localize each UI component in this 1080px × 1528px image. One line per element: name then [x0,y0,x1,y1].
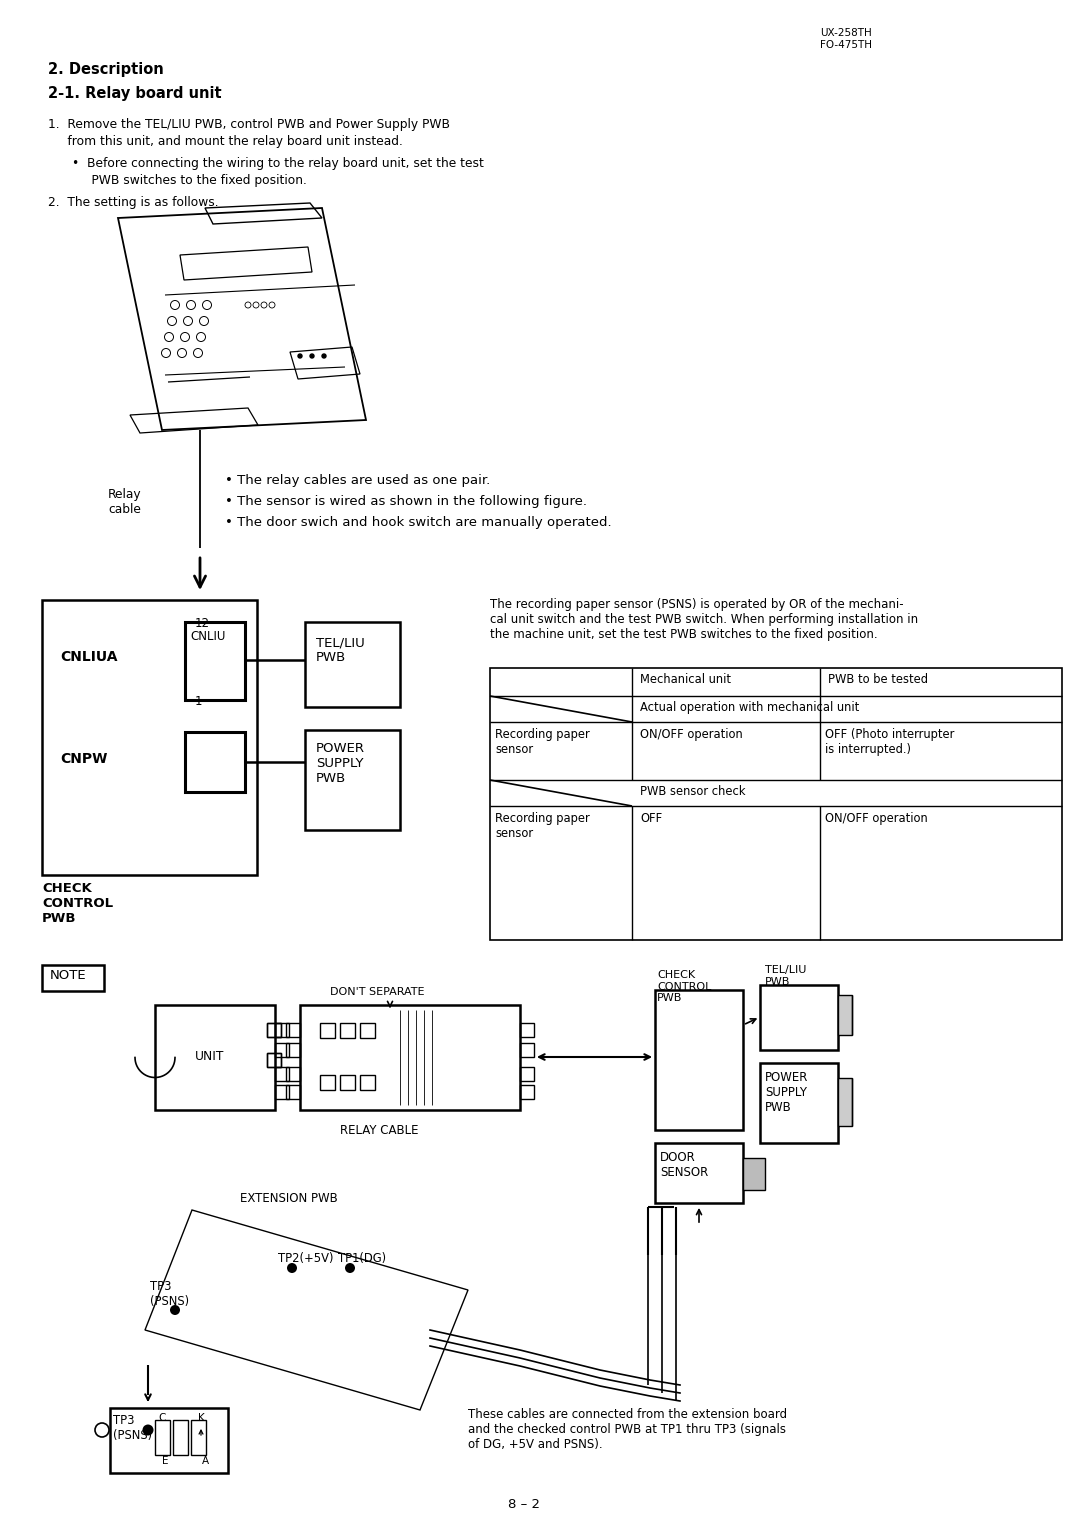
Text: 2.  The setting is as follows.: 2. The setting is as follows. [48,196,218,209]
Text: TEL/LIU
PWB: TEL/LIU PWB [316,636,365,665]
Bar [300,1005,519,1109]
Text: POWER
SUPPLY
PWB: POWER SUPPLY PWB [316,743,365,785]
Text: DON'T SEPARATE: DON'T SEPARATE [330,987,424,996]
Text: K: K [198,1413,205,1423]
Bar [320,1076,335,1089]
Text: EXTENSION PWB: EXTENSION PWB [240,1192,338,1206]
Bar [305,622,400,707]
Bar [173,1420,188,1455]
Bar [267,1053,281,1067]
Text: •  Before connecting the wiring to the relay board unit, set the test: • Before connecting the wiring to the re… [72,157,484,170]
Text: Relay
cable: Relay cable [108,487,141,516]
Bar [275,1044,289,1057]
Bar [191,1420,206,1455]
Bar [760,1063,838,1143]
Text: Mechanical unit: Mechanical unit [640,672,731,686]
Text: OFF (Photo interrupter
is interrupted.): OFF (Photo interrupter is interrupted.) [825,727,955,756]
Text: 2. Description: 2. Description [48,63,164,76]
Text: TP3
(PSNS): TP3 (PSNS) [150,1280,189,1308]
Text: 1.  Remove the TEL/LIU PWB, control PWB and Power Supply PWB: 1. Remove the TEL/LIU PWB, control PWB a… [48,118,450,131]
Text: PWB to be tested: PWB to be tested [828,672,928,686]
Text: Recording paper
sensor: Recording paper sensor [495,811,590,840]
Text: CHECK
CONTROL
PWB: CHECK CONTROL PWB [42,882,113,924]
Text: CNPW: CNPW [60,752,107,766]
Text: TP2(+5V): TP2(+5V) [278,1251,334,1265]
Bar [275,1024,289,1038]
Bar [185,622,245,700]
Bar [360,1076,375,1089]
Text: 2-1. Relay board unit: 2-1. Relay board unit [48,86,221,101]
Bar [267,1024,281,1038]
Bar [156,1420,170,1455]
Bar [286,1024,300,1038]
Text: TEL/LIU
PWB: TEL/LIU PWB [765,966,807,987]
Text: 12: 12 [195,617,210,630]
Bar [838,995,852,1034]
Text: A: A [202,1456,210,1465]
Text: C: C [158,1413,165,1423]
Bar [185,732,245,792]
Text: These cables are connected from the extension board
and the checked control PWB : These cables are connected from the exte… [468,1407,787,1452]
Bar [490,668,1062,940]
Circle shape [298,354,302,358]
Bar [760,986,838,1050]
Text: NOTE: NOTE [50,969,86,983]
Text: • The door swich and hook switch are manually operated.: • The door swich and hook switch are man… [225,516,611,529]
Text: 8 – 2: 8 – 2 [508,1497,540,1511]
Bar [519,1044,534,1057]
Bar [267,1024,281,1038]
Text: UNIT: UNIT [195,1050,225,1063]
Text: PWB sensor check: PWB sensor check [640,785,745,798]
Bar [286,1085,300,1099]
Text: TP1(DG): TP1(DG) [338,1251,387,1265]
Text: CHECK
CONTROL
PWB: CHECK CONTROL PWB [657,970,712,1004]
Text: • The sensor is wired as shown in the following figure.: • The sensor is wired as shown in the fo… [225,495,588,507]
Text: E: E [162,1456,168,1465]
Text: TP3
(PSNS): TP3 (PSNS) [113,1413,152,1442]
Text: PWB switches to the fixed position.: PWB switches to the fixed position. [72,174,307,186]
Text: • The relay cables are used as one pair.: • The relay cables are used as one pair. [225,474,490,487]
Bar [519,1085,534,1099]
Bar [275,1085,289,1099]
Text: Recording paper
sensor: Recording paper sensor [495,727,590,756]
Text: ON/OFF operation: ON/OFF operation [825,811,928,825]
Text: OFF: OFF [640,811,662,825]
Bar [320,1024,335,1038]
Bar [654,990,743,1131]
Bar [340,1076,355,1089]
Bar [838,1077,852,1126]
Text: CNLIUA: CNLIUA [60,649,118,665]
Bar [743,1158,765,1190]
Text: UX-258TH
FO-475TH: UX-258TH FO-475TH [820,28,872,49]
Bar [519,1024,534,1038]
Bar [286,1044,300,1057]
Circle shape [287,1264,297,1273]
Bar [305,730,400,830]
Text: 1: 1 [195,695,203,707]
Bar [654,1143,743,1203]
Bar [42,601,257,876]
Text: ON/OFF operation: ON/OFF operation [640,727,743,741]
Text: from this unit, and mount the relay board unit instead.: from this unit, and mount the relay boar… [48,134,403,148]
Bar [267,1053,281,1067]
Text: DOOR
SENSOR: DOOR SENSOR [660,1151,708,1180]
Bar [42,966,104,992]
Bar [360,1024,375,1038]
Text: The recording paper sensor (PSNS) is operated by OR of the mechani-
cal unit swi: The recording paper sensor (PSNS) is ope… [490,597,918,642]
Circle shape [345,1264,355,1273]
Circle shape [170,1305,180,1316]
Circle shape [310,354,314,358]
Text: POWER
SUPPLY
PWB: POWER SUPPLY PWB [765,1071,808,1114]
Bar [519,1067,534,1080]
Circle shape [143,1424,153,1435]
Bar [340,1024,355,1038]
Bar [156,1005,275,1109]
Text: CNLIU: CNLIU [190,630,226,643]
Circle shape [322,354,326,358]
Text: Actual operation with mechanical unit: Actual operation with mechanical unit [640,701,860,714]
Bar [275,1067,289,1080]
Bar [110,1407,228,1473]
Text: RELAY CABLE: RELAY CABLE [340,1125,419,1137]
Bar [286,1067,300,1080]
